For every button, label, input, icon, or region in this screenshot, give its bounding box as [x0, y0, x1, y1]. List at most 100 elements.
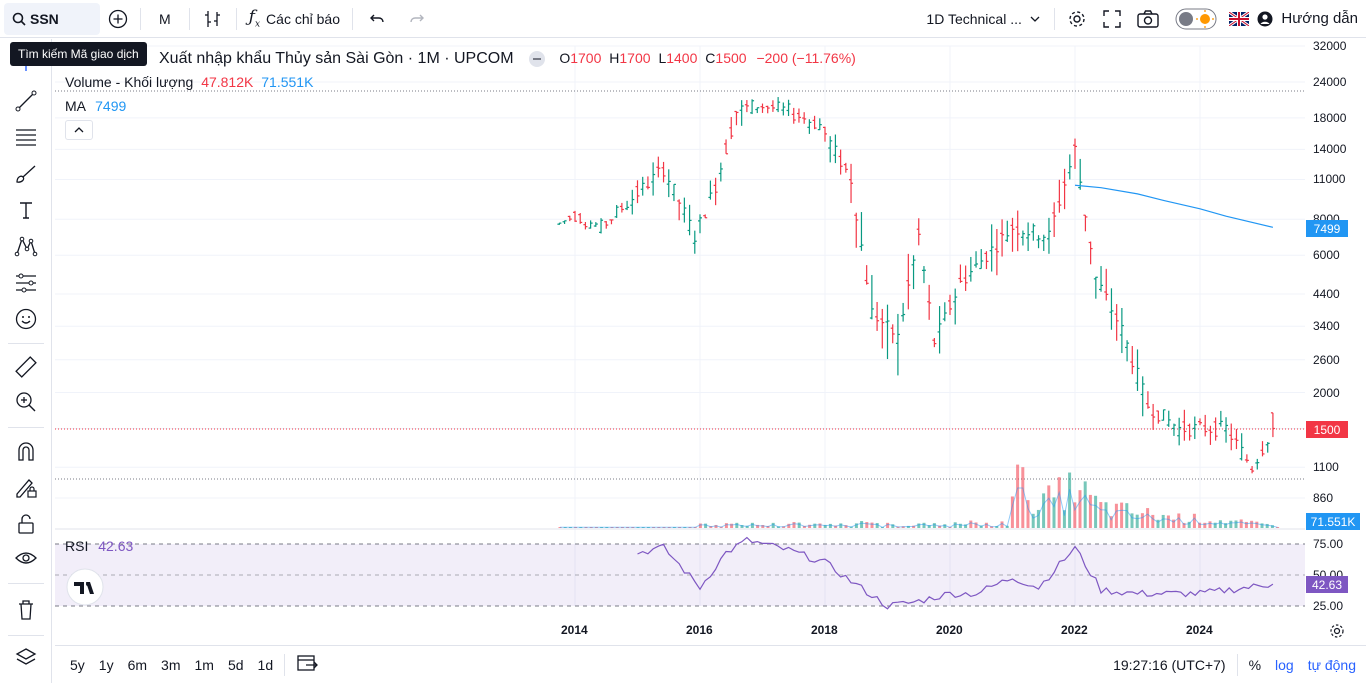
language-flag-button[interactable] [1225, 4, 1253, 34]
volume-ma-line [560, 487, 1278, 528]
settings-button[interactable] [1059, 4, 1095, 34]
layout-name: 1D Technical ... [926, 10, 1022, 27]
calendar-arrow-icon [297, 655, 319, 671]
volume-bar [1166, 515, 1170, 528]
percent-scale-toggle[interactable]: % [1248, 656, 1262, 673]
time-tick: 2014 [561, 623, 588, 637]
ohlc-high-label: H [609, 50, 620, 66]
undo-icon [369, 14, 384, 22]
chart-type-button[interactable] [194, 4, 232, 34]
divider [1054, 7, 1056, 30]
legend-dot[interactable] [529, 51, 546, 68]
compare-add-button[interactable] [100, 4, 136, 34]
redo-button[interactable] [397, 4, 437, 34]
volume-bar [860, 521, 864, 528]
volume-bar [1068, 472, 1072, 528]
volume-bar [854, 523, 858, 528]
layout-dropdown[interactable]: 1D Technical ... [918, 4, 1050, 34]
volume-bar [750, 522, 754, 528]
ma-legend[interactable]: MA 7499 [65, 98, 126, 114]
zoom-tool[interactable] [12, 388, 40, 416]
magnet-tool[interactable] [12, 437, 40, 465]
symbol-search-button[interactable]: SSN [4, 2, 100, 35]
volume-bar [1187, 521, 1191, 528]
gear-icon [1069, 10, 1086, 27]
range-button-5y[interactable]: 5y [70, 656, 85, 673]
prediction-tool[interactable] [12, 269, 40, 297]
emoji-tool[interactable] [12, 305, 40, 333]
range-button-3m[interactable]: 3m [161, 656, 181, 673]
lock-drawing-tool[interactable] [12, 474, 40, 502]
uk-flag-icon [1229, 11, 1250, 26]
volume-bar [943, 524, 947, 528]
trend-line-tool[interactable] [12, 87, 40, 115]
divider [351, 7, 353, 30]
bar-chart-icon [204, 10, 220, 27]
time-tick: 2020 [936, 623, 963, 637]
volume-bar [1000, 521, 1004, 528]
volume-bar [735, 522, 739, 528]
log-scale-toggle[interactable]: log [1275, 656, 1294, 673]
indicators-button[interactable]: ƒx Các chỉ báo [241, 4, 348, 34]
plus-circle-icon [108, 9, 128, 28]
interval-button[interactable]: M [159, 10, 171, 27]
object-tree-tool[interactable] [12, 643, 40, 671]
volume-bar [1140, 513, 1144, 528]
user-icon [1257, 11, 1273, 26]
pattern-tool[interactable] [12, 232, 40, 260]
help-button[interactable]: Hướng dẫn [1253, 4, 1366, 34]
price-chart[interactable] [55, 39, 1305, 645]
instrument-title: Xuất nhập khẩu Thủy sản Sài Gòn · 1M · U… [159, 50, 514, 67]
help-label: Hướng dẫn [1281, 10, 1358, 27]
gear-icon [1330, 624, 1344, 638]
auto-scale-toggle[interactable]: tự động [1307, 656, 1356, 673]
fib-tool[interactable] [12, 123, 40, 151]
ohlc-low: 1400 [666, 50, 698, 66]
lock-all-tool[interactable] [12, 510, 40, 538]
screenshot-button[interactable] [1129, 4, 1167, 34]
collapse-legend-button[interactable] [65, 120, 93, 140]
range-button-1y[interactable]: 1y [98, 656, 114, 673]
time-tick: 2018 [811, 623, 838, 637]
range-button-1m[interactable]: 1m [194, 656, 214, 673]
range-button-6m[interactable]: 6m [127, 656, 148, 673]
drawing-toolbar [0, 39, 52, 683]
trash-icon [19, 600, 33, 620]
volume-bar [953, 522, 957, 528]
volume-bar [969, 520, 973, 528]
volume-legend[interactable]: Volume - Khối lượng 47.812K 71.551K [65, 74, 313, 90]
hide-drawings-tool[interactable] [12, 544, 40, 572]
range-button-5d[interactable]: 5d [227, 656, 244, 673]
volume-bar [740, 525, 744, 528]
text-tool[interactable] [12, 196, 40, 224]
date-range-button[interactable] [289, 653, 325, 676]
volume-bar [1052, 497, 1056, 528]
undo-button[interactable] [357, 4, 397, 34]
price-tick: 11000 [1313, 172, 1346, 187]
volume-bar [1213, 522, 1217, 528]
range-button-1d[interactable]: 1d [257, 656, 274, 673]
theme-toggle[interactable] [1167, 4, 1225, 34]
clock-display[interactable]: 19:27:16 (UTC+7) [1113, 656, 1226, 673]
measure-tool[interactable] [12, 353, 40, 381]
volume-bar [1057, 477, 1061, 528]
volume-bar [844, 525, 848, 528]
rsi-legend[interactable]: RSI 42.63 [65, 538, 133, 554]
volume-bar [1250, 520, 1254, 528]
price-axis[interactable]: 3200024000180001400011000800060004400340… [1305, 39, 1366, 645]
divider [284, 653, 286, 676]
brush-tool[interactable] [12, 160, 40, 188]
fullscreen-button[interactable] [1095, 4, 1129, 34]
volume-bar [823, 524, 827, 528]
divider [188, 7, 190, 30]
volume-bar [1182, 522, 1186, 528]
volume-bar [1198, 522, 1202, 528]
volume-bar [1265, 523, 1269, 528]
axis-settings-button[interactable] [1329, 623, 1345, 642]
ruler-icon [15, 356, 37, 378]
volume-bar [1192, 513, 1196, 528]
price-tick: 32000 [1313, 39, 1347, 53]
camera-icon [1137, 9, 1160, 28]
delete-drawings-tool[interactable] [12, 596, 40, 624]
text-icon [20, 202, 32, 219]
